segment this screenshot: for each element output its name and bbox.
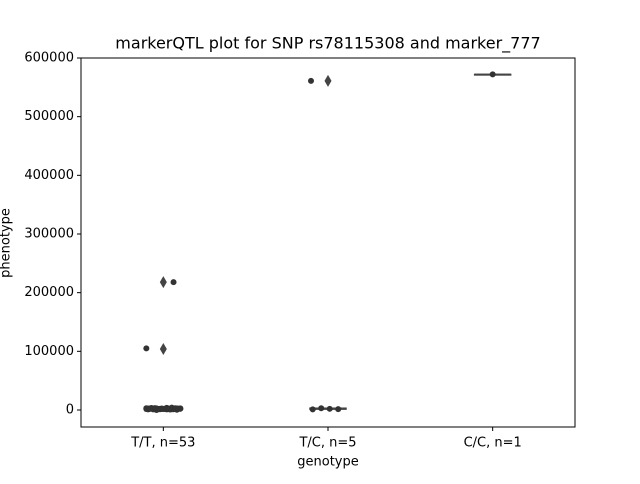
plot-frame [80, 57, 576, 428]
strip-point [318, 405, 325, 412]
x-tick-label: C/C, n=1 [464, 436, 522, 451]
strip-point [165, 406, 172, 413]
x-tick-label: T/C, n=5 [298, 436, 356, 451]
flier [324, 74, 332, 87]
y-tick-label: 100000 [24, 344, 74, 359]
y-tick-label: 400000 [24, 168, 74, 183]
chart-title: markerQTL plot for SNP rs78115308 and ma… [115, 34, 540, 54]
y-tick-label: 600000 [24, 51, 74, 66]
strip-point [170, 279, 177, 286]
strip-point [155, 406, 162, 413]
y-tick-label: 200000 [24, 285, 74, 300]
x-axis-label: genotype [297, 455, 358, 470]
y-tick-label: 0 [66, 402, 74, 417]
strip-point [309, 406, 316, 413]
x-tick-label: T/T, n=53 [130, 436, 195, 451]
strip-point [308, 77, 314, 84]
flier [159, 276, 167, 289]
strip-point [173, 405, 180, 412]
y-axis-label: phenotype [0, 208, 14, 278]
y-tick-label: 300000 [24, 226, 74, 241]
y-tick-label: 500000 [24, 109, 74, 124]
strip-point [335, 406, 342, 413]
flier [159, 342, 167, 355]
strip-point [326, 405, 333, 412]
strip-point [489, 71, 496, 78]
strip-point [143, 345, 150, 352]
strip-point [146, 405, 153, 412]
